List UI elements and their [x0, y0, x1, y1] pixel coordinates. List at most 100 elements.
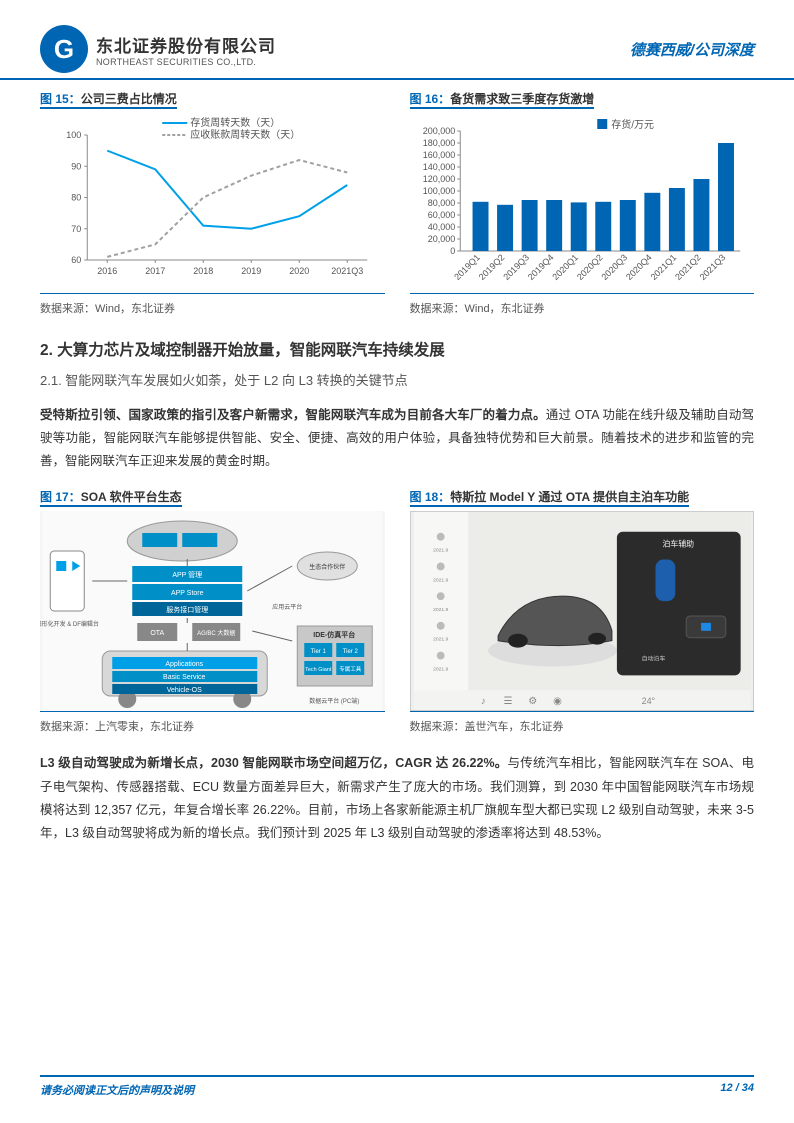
fig18-prefix: 图 18： — [410, 490, 451, 504]
section-2-title: 2. 大算力芯片及域控制器开始放量，智能网联汽车持续发展 — [40, 338, 754, 360]
svg-text:2019Q1: 2019Q1 — [452, 252, 482, 282]
svg-text:2021Q3: 2021Q3 — [697, 252, 727, 282]
figure-16: 图 16：备货需求致三季度存货激增 存货/万元020,00040,00060,0… — [410, 90, 755, 316]
svg-text:Vehicle-OS: Vehicle-OS — [167, 687, 202, 694]
fig18-source: 数据来源：盖世汽车，东北证券 — [410, 714, 755, 734]
svg-text:Basic Service: Basic Service — [163, 674, 206, 681]
svg-text:40,000: 40,000 — [427, 222, 455, 232]
page-header: G 东北证券股份有限公司 NORTHEAST SECURITIES CO.,LT… — [0, 0, 794, 80]
company-name-cn: 东北证券股份有限公司 — [96, 32, 276, 57]
svg-text:存货/万元: 存货/万元 — [611, 118, 654, 131]
svg-text:OTA: OTA — [150, 630, 164, 637]
page-footer: 请务必阅读正文后的声明及说明 12 / 34 — [40, 1075, 754, 1098]
figure-18: 图 18：特斯拉 Model Y 通过 OTA 提供自主泊车功能 2021.92… — [410, 488, 755, 734]
svg-text:2021.9: 2021.9 — [433, 578, 448, 584]
svg-text:♪: ♪ — [480, 696, 485, 707]
svg-text:自动泊车: 自动泊车 — [641, 655, 665, 663]
fig18-title: 特斯拉 Model Y 通过 OTA 提供自主泊车功能 — [450, 490, 689, 504]
svg-text:160,000: 160,000 — [422, 150, 455, 160]
svg-text:2017: 2017 — [145, 266, 165, 276]
svg-text:数据云平台 (PC端): 数据云平台 (PC端) — [309, 697, 359, 705]
svg-text:图形化开发 & DF编辑台: 图形化开发 & DF编辑台 — [40, 620, 99, 628]
svg-text:100: 100 — [66, 130, 81, 140]
svg-text:200,000: 200,000 — [422, 126, 455, 136]
svg-text:APP Store: APP Store — [171, 590, 204, 597]
line-chart: 存货周转天数（天）应收账款周转天数（天） 60 70 80 90 100 2016 2017 2… — [40, 113, 385, 293]
svg-text:2021.9: 2021.9 — [433, 667, 448, 673]
svg-text:2021.9: 2021.9 — [433, 637, 448, 643]
svg-text:2020Q4: 2020Q4 — [624, 252, 654, 282]
svg-text:140,000: 140,000 — [422, 162, 455, 172]
fig15-title: 公司三费占比情况 — [81, 92, 177, 106]
svg-text:90: 90 — [71, 161, 81, 171]
svg-text:2018: 2018 — [193, 266, 213, 276]
svg-text:2021Q1: 2021Q1 — [648, 252, 678, 282]
svg-text:2021.9: 2021.9 — [433, 607, 448, 613]
figure-17: 图 17：SOA 软件平台生态 图形化开发 & DF编辑台 APP 管理 APP S… — [40, 488, 385, 734]
svg-text:2016: 2016 — [97, 266, 117, 276]
company-name: 东北证券股份有限公司 NORTHEAST SECURITIES CO.,LTD. — [96, 32, 276, 67]
p2-bold: L3 级自动驾驶成为新增长点，2030 智能网联市场空间超万亿，CAGR 达 2… — [40, 756, 508, 770]
svg-text:AG/BC 大数据: AG/BC 大数据 — [197, 629, 235, 637]
svg-text:60,000: 60,000 — [427, 210, 455, 220]
footer-disclaimer: 请务必阅读正文后的声明及说明 — [40, 1082, 194, 1098]
svg-text:80: 80 — [71, 193, 81, 203]
svg-text:2019Q3: 2019Q3 — [501, 252, 531, 282]
svg-text:☰: ☰ — [503, 696, 512, 707]
svg-text:2020Q1: 2020Q1 — [550, 252, 580, 282]
svg-text:应用云平台: 应用云平台 — [272, 603, 302, 611]
logo-icon: G — [40, 25, 88, 73]
svg-text:IDE-仿真平台: IDE-仿真平台 — [313, 630, 355, 639]
svg-text:2020Q3: 2020Q3 — [599, 252, 629, 282]
p1-bold: 受特斯拉引领、国家政策的指引及客户新需求，智能网联汽车成为目前各大车厂的着力点。 — [40, 408, 546, 422]
header-subtitle: 德赛西威/公司深度 — [630, 39, 754, 60]
svg-text:2020Q2: 2020Q2 — [574, 252, 604, 282]
paragraph-1: 受特斯拉引领、国家政策的指引及客户新需求，智能网联汽车成为目前各大车厂的着力点。… — [40, 404, 754, 473]
svg-text:专属工具: 专属工具 — [339, 665, 362, 673]
svg-text:2021.9: 2021.9 — [433, 548, 448, 554]
fig17-source: 数据来源：上汽零束，东北证券 — [40, 714, 385, 734]
svg-text:Tech Giant: Tech Giant — [305, 667, 332, 673]
svg-text:70: 70 — [71, 224, 81, 234]
svg-text:2021Q2: 2021Q2 — [673, 252, 703, 282]
paragraph-2: L3 级自动驾驶成为新增长点，2030 智能网联市场空间超万亿，CAGR 达 2… — [40, 752, 754, 845]
svg-text:2019Q4: 2019Q4 — [525, 252, 555, 282]
svg-text:Tier 1: Tier 1 — [311, 649, 327, 655]
svg-text:Applications: Applications — [165, 661, 203, 668]
svg-text:2019: 2019 — [241, 266, 261, 276]
fig17-title: SOA 软件平台生态 — [81, 490, 182, 504]
svg-text:100,000: 100,000 — [422, 186, 455, 196]
soa-diagram: 图形化开发 & DF编辑台 APP 管理 APP Store 服务接口管理 OTA AG/… — [40, 511, 385, 711]
svg-text:存货周转天数（天）: 存货周转天数（天） — [190, 116, 280, 129]
logo-block: G 东北证券股份有限公司 NORTHEAST SECURITIES CO.,LT… — [40, 25, 276, 73]
fig15-source: 数据来源：Wind，东北证券 — [40, 296, 385, 316]
svg-text:60: 60 — [71, 255, 81, 265]
subsection-2-1: 2.1. 智能网联汽车发展如火如荼，处于 L2 向 L3 转换的关键节点 — [40, 370, 754, 389]
svg-text:0: 0 — [450, 246, 455, 256]
svg-text:服务接口管理: 服务接口管理 — [166, 605, 208, 614]
svg-text:Tier 2: Tier 2 — [343, 649, 359, 655]
svg-text:2019Q2: 2019Q2 — [476, 252, 506, 282]
fig16-source: 数据来源：Wind，东北证券 — [410, 296, 755, 316]
bar-chart: 存货/万元 0 20,000 40,000 60,000 80,000 100,000 120… — [410, 113, 755, 293]
svg-text:20,000: 20,000 — [427, 234, 455, 244]
svg-text:2020: 2020 — [289, 266, 309, 276]
svg-text:◉: ◉ — [553, 696, 562, 707]
fig17-prefix: 图 17： — [40, 490, 81, 504]
figure-15: 图 15：公司三费占比情况 存货周转天数（天）应收账款周转天数（天） 60 70 80… — [40, 90, 385, 316]
page-number: 12 / 34 — [720, 1082, 754, 1098]
tesla-screenshot: 2021.9 2021.9 2021.9 2021.9 2021.9 泊车辅助自动泊车 ♪ ☰… — [411, 512, 754, 710]
svg-text:120,000: 120,000 — [422, 174, 455, 184]
svg-text:80,000: 80,000 — [427, 198, 455, 208]
svg-text:24°: 24° — [641, 696, 655, 706]
svg-text:2021Q3: 2021Q3 — [331, 266, 363, 276]
fig15-prefix: 图 15： — [40, 92, 81, 106]
svg-text:生态合作伙伴: 生态合作伙伴 — [309, 563, 345, 571]
svg-text:应收账款周转天数（天）: 应收账款周转天数（天） — [190, 128, 300, 141]
svg-text:⚙: ⚙ — [528, 696, 537, 707]
svg-text:180,000: 180,000 — [422, 138, 455, 148]
fig16-title: 备货需求致三季度存货激增 — [450, 92, 594, 106]
svg-text:APP 管理: APP 管理 — [172, 570, 202, 579]
company-name-en: NORTHEAST SECURITIES CO.,LTD. — [96, 57, 276, 67]
svg-text:泊车辅助: 泊车辅助 — [662, 539, 694, 549]
